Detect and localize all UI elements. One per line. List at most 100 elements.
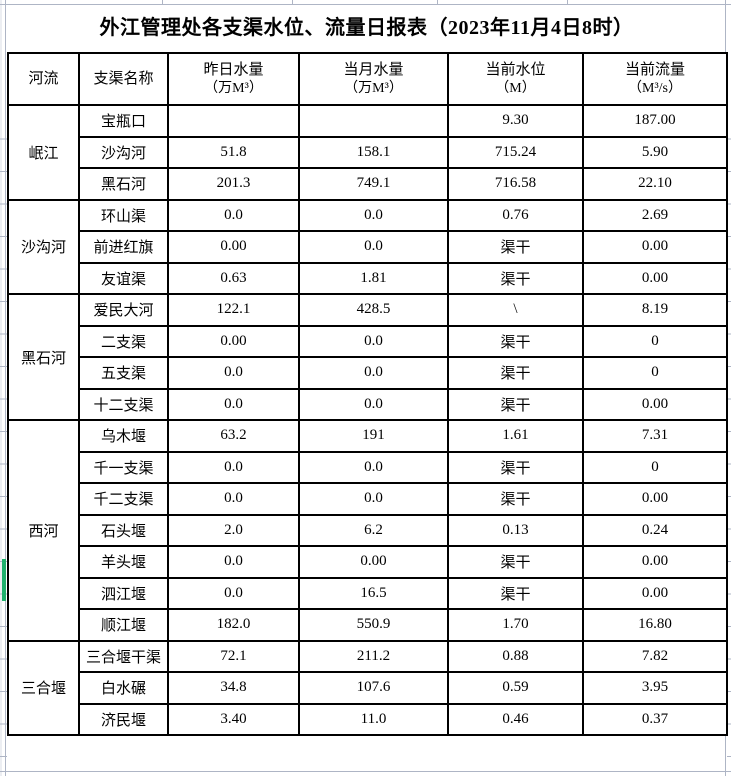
cell-value[interactable]: 渠干 [447,450,584,484]
cell-value[interactable]: 0.0 [298,356,449,390]
cell-value[interactable]: 0.0 [298,324,449,358]
cell-value[interactable]: 187.00 [582,104,728,138]
cell-value[interactable]: 0.00 [582,230,728,264]
cell-value[interactable]: 9.30 [447,104,584,138]
cell-river[interactable]: 西河 [7,419,80,642]
cell-canal-name[interactable]: 宝瓶口 [78,104,169,138]
cell-canal-name[interactable]: 二支渠 [78,324,169,358]
cell-canal-name[interactable]: 白水碾 [78,671,169,705]
cell-value[interactable]: 182.0 [167,608,300,642]
cell-value[interactable]: 8.19 [582,293,728,327]
cell-value[interactable]: 749.1 [298,167,449,201]
col-header-month-volume[interactable]: 当月水量 （万M³） [298,52,449,106]
cell-value[interactable]: 0.0 [167,450,300,484]
cell-value[interactable]: 0.0 [167,198,300,232]
cell-value[interactable]: 63.2 [167,419,300,453]
cell-value[interactable]: 122.1 [167,293,300,327]
cell-value[interactable]: 0.0 [298,387,449,421]
cell-value[interactable]: 0.0 [298,482,449,516]
cell-value[interactable]: 51.8 [167,135,300,169]
cell-value[interactable]: 72.1 [167,639,300,673]
cell-value[interactable]: 0.00 [298,545,449,579]
cell-value[interactable]: 0.37 [582,702,728,736]
cell-value[interactable]: 0.88 [447,639,584,673]
cell-value[interactable]: 渠干 [447,576,584,610]
cell-value[interactable]: 16.80 [582,608,728,642]
cell-value[interactable]: 16.5 [298,576,449,610]
cell-canal-name[interactable]: 十二支渠 [78,387,169,421]
cell-canal-name[interactable]: 爱民大河 [78,293,169,327]
cell-value[interactable]: 5.90 [582,135,728,169]
col-header-current-level[interactable]: 当前水位 （M） [447,52,584,106]
cell-value[interactable]: 0.63 [167,261,300,295]
cell-value[interactable]: 渠干 [447,545,584,579]
cell-value[interactable]: 7.31 [582,419,728,453]
cell-value[interactable]: 0.00 [582,576,728,610]
cell-value[interactable]: 0.00 [582,545,728,579]
cell-canal-name[interactable]: 千二支渠 [78,482,169,516]
cell-value[interactable]: 158.1 [298,135,449,169]
cell-canal-name[interactable]: 沙沟河 [78,135,169,169]
cell-value[interactable] [167,104,300,138]
cell-value[interactable]: 渠干 [447,230,584,264]
cell-value[interactable]: 0.00 [167,324,300,358]
cell-value[interactable]: 0.0 [298,450,449,484]
cell-river[interactable]: 黑石河 [7,293,80,421]
cell-river[interactable]: 沙沟河 [7,198,80,295]
cell-value[interactable]: 0 [582,324,728,358]
cell-value[interactable]: 0.00 [167,230,300,264]
cell-canal-name[interactable]: 乌木堰 [78,419,169,453]
cell-canal-name[interactable]: 友谊渠 [78,261,169,295]
cell-value[interactable]: 0.59 [447,671,584,705]
cell-value[interactable]: 0.13 [447,513,584,547]
cell-value[interactable]: 0.0 [167,387,300,421]
cell-value[interactable]: \ [447,293,584,327]
cell-canal-name[interactable]: 济民堰 [78,702,169,736]
cell-canal-name[interactable]: 石头堰 [78,513,169,547]
cell-value[interactable]: 2.0 [167,513,300,547]
cell-value[interactable]: 1.70 [447,608,584,642]
cell-value[interactable]: 渠干 [447,324,584,358]
cell-value[interactable]: 0.0 [298,198,449,232]
cell-value[interactable]: 0.00 [582,261,728,295]
cell-value[interactable]: 渠干 [447,261,584,295]
cell-value[interactable]: 715.24 [447,135,584,169]
cell-value[interactable]: 201.3 [167,167,300,201]
cell-value[interactable]: 渠干 [447,482,584,516]
cell-value[interactable]: 渠干 [447,356,584,390]
cell-value[interactable]: 0.76 [447,198,584,232]
cell-value[interactable]: 22.10 [582,167,728,201]
cell-value[interactable]: 1.81 [298,261,449,295]
cell-canal-name[interactable]: 三合堰干渠 [78,639,169,673]
cell-value[interactable]: 0.24 [582,513,728,547]
cell-value[interactable]: 0.00 [582,482,728,516]
cell-value[interactable]: 渠干 [447,387,584,421]
cell-value[interactable]: 0.46 [447,702,584,736]
cell-value[interactable]: 7.82 [582,639,728,673]
col-header-yesterday-volume[interactable]: 昨日水量 （万M³） [167,52,300,106]
cell-value[interactable]: 0.00 [582,387,728,421]
cell-value[interactable]: 0 [582,450,728,484]
cell-value[interactable]: 2.69 [582,198,728,232]
cell-value[interactable]: 191 [298,419,449,453]
cell-value[interactable]: 107.6 [298,671,449,705]
cell-value[interactable]: 716.58 [447,167,584,201]
cell-value[interactable]: 3.95 [582,671,728,705]
cell-value[interactable]: 0.0 [167,356,300,390]
cell-canal-name[interactable]: 泗江堰 [78,576,169,610]
cell-canal-name[interactable]: 羊头堰 [78,545,169,579]
cell-canal-name[interactable]: 顺江堰 [78,608,169,642]
cell-value[interactable]: 0.0 [298,230,449,264]
cell-value[interactable]: 428.5 [298,293,449,327]
cell-value[interactable]: 0.0 [167,482,300,516]
cell-canal-name[interactable]: 前进红旗 [78,230,169,264]
cell-value[interactable]: 6.2 [298,513,449,547]
cell-value[interactable]: 0.0 [167,545,300,579]
col-header-canal-name[interactable]: 支渠名称 [78,52,169,106]
cell-value[interactable]: 550.9 [298,608,449,642]
cell-value[interactable]: 0.0 [167,576,300,610]
col-header-current-flow[interactable]: 当前流量 （M³/s） [582,52,728,106]
cell-value[interactable]: 0 [582,356,728,390]
cell-value[interactable] [298,104,449,138]
cell-river[interactable]: 岷江 [7,104,80,201]
